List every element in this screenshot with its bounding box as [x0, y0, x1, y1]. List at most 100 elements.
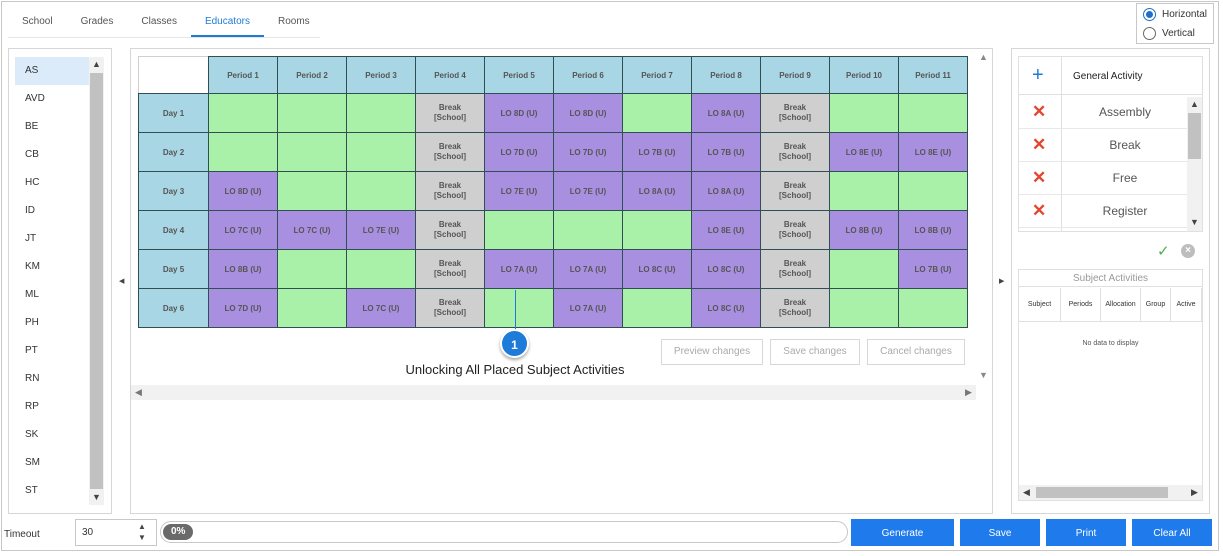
lesson-slot[interactable]: LO 7A (U) [484, 249, 554, 289]
lesson-slot[interactable]: LO 8B (U) [898, 210, 968, 250]
tab-rooms[interactable]: Rooms [277, 16, 310, 27]
empty-slot[interactable] [346, 171, 416, 211]
educator-item-sk[interactable]: SK [25, 429, 39, 440]
lesson-slot[interactable]: LO 7D (U) [208, 288, 278, 328]
scroll-left-icon[interactable]: ◀ [135, 387, 142, 397]
empty-slot[interactable] [829, 171, 899, 211]
break-slot[interactable]: Break [School] [415, 249, 485, 289]
orientation-vertical[interactable]: Vertical [1137, 25, 1213, 42]
lesson-slot[interactable]: LO 8A (U) [691, 171, 761, 211]
activity-item-break[interactable]: ✕ Break [1019, 129, 1187, 162]
clear-all-button[interactable]: Clear All [1132, 519, 1212, 546]
educator-item-rn[interactable]: RN [25, 373, 40, 384]
column-periods[interactable]: Periods [1061, 288, 1101, 321]
break-slot[interactable]: Break [School] [760, 210, 830, 250]
break-slot[interactable]: Break [School] [760, 132, 830, 172]
educator-item-as[interactable]: AS [15, 57, 95, 85]
break-slot[interactable]: Break [School] [415, 132, 485, 172]
column-subject[interactable]: Subject [1019, 288, 1061, 321]
check-icon[interactable]: ✓ [1157, 243, 1170, 260]
collapse-left-icon[interactable]: ◀ [119, 278, 125, 285]
educator-item-ph[interactable]: PH [25, 317, 39, 328]
column-active[interactable]: Active [1171, 288, 1202, 321]
orientation-horizontal[interactable]: Horizontal [1137, 6, 1213, 23]
vertical-radio[interactable] [1143, 27, 1156, 40]
spin-down-icon[interactable]: ▼ [138, 533, 146, 542]
lesson-slot[interactable]: LO 7B (U) [898, 249, 968, 289]
educator-item-st[interactable]: ST [25, 485, 38, 496]
lesson-slot[interactable]: LO 7B (U) [691, 132, 761, 172]
break-slot[interactable]: Break [School] [760, 171, 830, 211]
educator-item-ml[interactable]: ML [25, 289, 39, 300]
activity-item-assembly[interactable]: ✕ Assembly [1019, 96, 1187, 129]
educator-item-id[interactable]: ID [25, 205, 35, 216]
subject-activities-hscrollbar[interactable]: ◀ ▶ [1019, 485, 1202, 500]
spin-up-icon[interactable]: ▲ [138, 522, 146, 531]
lesson-slot[interactable]: LO 8C (U) [622, 249, 692, 289]
break-slot[interactable]: Break [School] [760, 93, 830, 133]
break-slot[interactable]: Break [School] [760, 288, 830, 328]
break-slot[interactable]: Break [School] [415, 171, 485, 211]
empty-slot[interactable] [277, 249, 347, 289]
scroll-down-icon[interactable]: ▼ [92, 492, 101, 502]
delete-icon[interactable]: ✕ [1032, 102, 1047, 121]
tab-school[interactable]: School [22, 16, 53, 27]
lesson-slot[interactable]: LO 8E (U) [829, 132, 899, 172]
lesson-slot[interactable]: LO 7A (U) [553, 249, 623, 289]
scrollbar-thumb[interactable] [1036, 487, 1168, 498]
cancel-changes-button[interactable]: Cancel changes [867, 339, 965, 365]
collapse-right-icon[interactable]: ▶ [999, 278, 1005, 285]
close-icon[interactable]: × [1181, 244, 1195, 258]
lesson-slot[interactable]: LO 7E (U) [346, 210, 416, 250]
delete-icon[interactable]: ✕ [1032, 168, 1047, 187]
empty-slot[interactable] [622, 210, 692, 250]
lesson-slot[interactable]: LO 8D (U) [208, 171, 278, 211]
scrollbar-thumb[interactable] [1188, 113, 1201, 159]
educator-item-km[interactable]: KM [25, 261, 40, 272]
activity-item-free[interactable]: ✕ Free [1019, 162, 1187, 195]
empty-slot[interactable] [277, 288, 347, 328]
empty-slot[interactable] [277, 171, 347, 211]
break-slot[interactable]: Break [School] [415, 93, 485, 133]
timetable-hscrollbar[interactable]: ◀ ▶ [131, 385, 976, 400]
break-slot[interactable]: Break [School] [760, 249, 830, 289]
print-button[interactable]: Print [1046, 519, 1126, 546]
empty-slot[interactable] [829, 93, 899, 133]
lesson-slot[interactable]: LO 7E (U) [484, 171, 554, 211]
educator-item-hc[interactable]: HC [25, 177, 40, 188]
lesson-slot[interactable]: LO 7D (U) [484, 132, 554, 172]
column-group[interactable]: Group [1141, 288, 1171, 321]
delete-icon[interactable]: ✕ [1032, 201, 1047, 220]
empty-slot[interactable] [622, 288, 692, 328]
empty-slot[interactable] [898, 93, 968, 133]
scroll-right-icon[interactable]: ▶ [1191, 487, 1198, 497]
educator-item-cb[interactable]: CB [25, 149, 39, 160]
lesson-slot[interactable]: LO 8B (U) [829, 210, 899, 250]
break-slot[interactable]: Break [School] [415, 210, 485, 250]
lesson-slot[interactable]: LO 8C (U) [691, 249, 761, 289]
lesson-slot[interactable]: LO 8E (U) [691, 210, 761, 250]
save-button[interactable]: Save [960, 519, 1040, 546]
tab-classes[interactable]: Classes [141, 16, 177, 27]
lesson-slot[interactable]: LO 8E (U) [898, 132, 968, 172]
lesson-slot[interactable]: LO 8A (U) [622, 171, 692, 211]
scroll-up-icon[interactable]: ▲ [979, 52, 988, 62]
lesson-slot[interactable]: LO 7D (U) [553, 132, 623, 172]
educator-item-be[interactable]: BE [25, 121, 39, 132]
lesson-slot[interactable]: LO 8A (U) [691, 93, 761, 133]
empty-slot[interactable] [208, 132, 278, 172]
lesson-slot[interactable]: LO 7C (U) [346, 288, 416, 328]
empty-slot[interactable] [553, 210, 623, 250]
activity-item-register[interactable]: ✕ Register [1019, 195, 1187, 228]
educator-item-jt[interactable]: JT [25, 233, 37, 244]
empty-slot[interactable] [898, 288, 968, 328]
tab-grades[interactable]: Grades [80, 16, 114, 27]
scroll-down-icon[interactable]: ▼ [979, 370, 988, 380]
educator-item-rp[interactable]: RP [25, 401, 39, 412]
column-allocation[interactable]: Allocation [1101, 288, 1141, 321]
empty-slot[interactable] [277, 132, 347, 172]
delete-icon[interactable]: ✕ [1032, 135, 1047, 154]
lesson-slot[interactable]: LO 7E (U) [553, 171, 623, 211]
lesson-slot[interactable]: LO 7A (U) [553, 288, 623, 328]
lesson-slot[interactable]: LO 7C (U) [277, 210, 347, 250]
